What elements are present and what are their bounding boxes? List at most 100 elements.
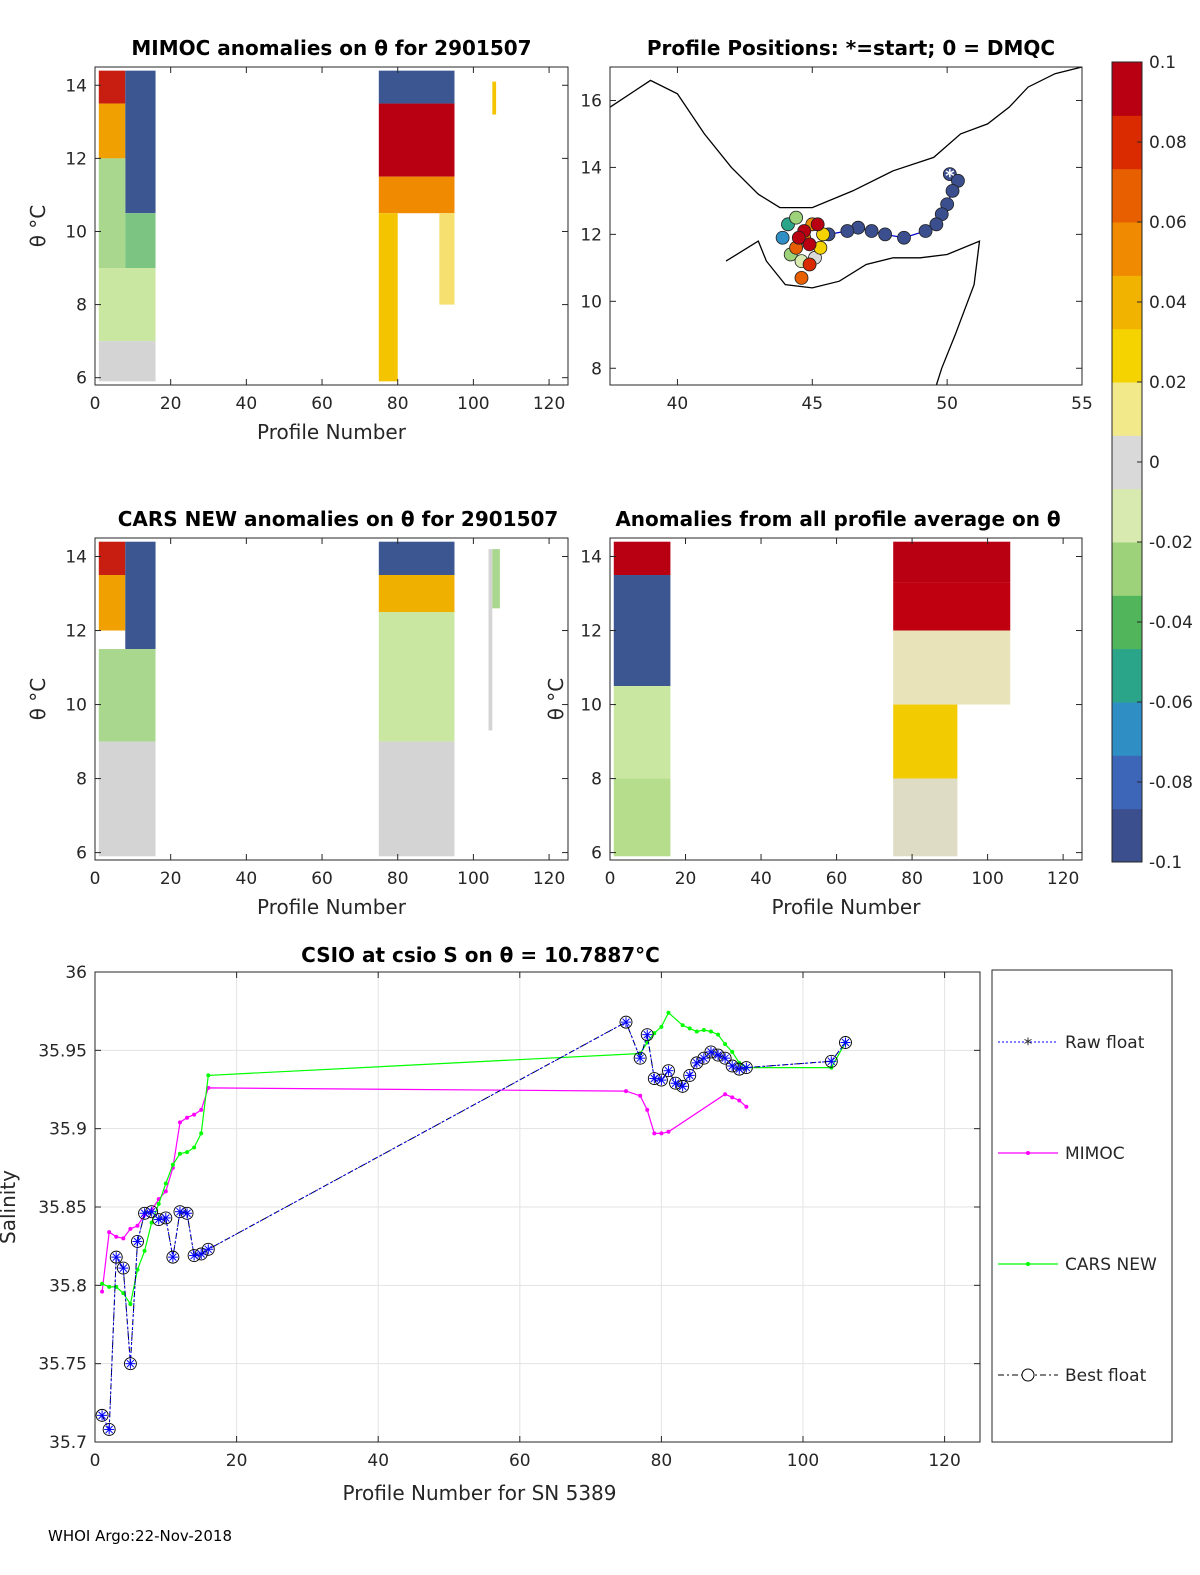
csio-point-best-float bbox=[824, 1054, 838, 1068]
positions-profile-marker bbox=[945, 183, 960, 198]
cars_anom-xtick-label: 20 bbox=[160, 869, 182, 889]
csio-point-best-float bbox=[690, 1056, 704, 1070]
mimoc_anom-ytick-label: 8 bbox=[76, 296, 87, 316]
avg_anom-cell bbox=[893, 704, 958, 779]
positions-start-marker: * bbox=[945, 166, 955, 187]
positions-xtick-label: 50 bbox=[936, 394, 958, 414]
colorbar-segment bbox=[1112, 382, 1142, 436]
avg_anom-frame bbox=[609, 537, 1083, 861]
cars_anom-title: CARS NEW anomalies on θ for 2901507 bbox=[118, 507, 559, 531]
csio-point-cars-new bbox=[163, 1181, 168, 1186]
cars_anom-xtick-label: 100 bbox=[457, 869, 489, 889]
csio-xlabel: Profile Number for SN 5389 bbox=[342, 1481, 616, 1505]
csio-point-mimoc bbox=[128, 1226, 133, 1231]
csio-point-raw-float bbox=[826, 1056, 837, 1067]
cars_anom-cell bbox=[98, 741, 156, 857]
csio-point-best-float bbox=[109, 1250, 123, 1264]
avg_anom-ytick-label: 8 bbox=[591, 770, 602, 790]
csio-point-raw-float bbox=[125, 1358, 136, 1369]
colorbar-tick-label: 0 bbox=[1149, 453, 1160, 473]
csio-point-raw-float bbox=[104, 1424, 115, 1435]
positions-profile-marker bbox=[789, 210, 804, 225]
csio-point-cars-new bbox=[694, 1029, 699, 1034]
csio-point-raw-float bbox=[621, 1017, 631, 1028]
csio-point-best-float bbox=[711, 1048, 725, 1062]
avg_anom-cell bbox=[613, 575, 671, 687]
avg_anom-xtick-label: 40 bbox=[750, 869, 772, 889]
positions-profile-marker bbox=[864, 224, 879, 238]
mimoc_anom-xtick-label: 0 bbox=[90, 394, 101, 414]
avg_anom-cell bbox=[613, 778, 671, 857]
csio-point-raw-float bbox=[153, 1214, 164, 1225]
csio-point-raw-float bbox=[111, 1252, 122, 1263]
csio-point-cars-new bbox=[680, 1023, 685, 1028]
csio-point-raw-float bbox=[196, 1249, 207, 1259]
csio-point-mimoc bbox=[666, 1129, 671, 1134]
csio-point-mimoc bbox=[645, 1107, 650, 1112]
mimoc_anom-cell bbox=[378, 103, 455, 177]
mimoc_anom-xtick-label: 100 bbox=[457, 394, 489, 414]
colorbar-tick-label: 0.04 bbox=[1149, 293, 1187, 313]
colorbar-segment bbox=[1112, 648, 1142, 703]
csio-point-raw-float bbox=[132, 1236, 143, 1247]
cars_anom-cell bbox=[378, 575, 455, 613]
avg_anom-xtick-label: 0 bbox=[605, 869, 616, 889]
avg_anom-title: Anomalies from all profile average on θ bbox=[615, 507, 1060, 531]
avg_anom-xtick-label: 20 bbox=[675, 869, 697, 889]
positions-profile-marker bbox=[791, 230, 806, 245]
mimoc_anom-ytick-label: 12 bbox=[65, 149, 87, 169]
csio-point-cars-new bbox=[206, 1073, 211, 1078]
csio_salinity-xtick-label: 120 bbox=[928, 1451, 960, 1471]
csio_salinity-ytick-label: 36 bbox=[65, 963, 87, 983]
csio_salinity-xtick-label: 60 bbox=[509, 1451, 531, 1471]
avg_anom-ylabel: θ °C bbox=[544, 678, 568, 721]
cars_anom-cell bbox=[488, 549, 493, 731]
cars_anom-xtick-label: 120 bbox=[533, 869, 565, 889]
colorbar-tick-label: -0.02 bbox=[1149, 533, 1193, 553]
mimoc_anom-cell bbox=[125, 70, 156, 214]
avg_anom-ytick-label: 12 bbox=[580, 622, 602, 642]
csio-point-cars-new bbox=[192, 1145, 197, 1150]
csio-point-best-float bbox=[201, 1242, 215, 1256]
csio-point-raw-float bbox=[698, 1053, 709, 1064]
csio-legend-marker: * bbox=[1024, 1035, 1033, 1055]
positions-coastline-north bbox=[609, 66, 1083, 209]
csio-point-cars-new bbox=[185, 1150, 190, 1155]
positions-profile-marker bbox=[840, 224, 855, 238]
mimoc_anom-xtick-label: 20 bbox=[160, 394, 182, 414]
csio-point-mimoc bbox=[114, 1234, 119, 1239]
csio-point-cars-new bbox=[135, 1267, 140, 1272]
positions-profile-marker bbox=[802, 237, 817, 252]
csio-point-best-float bbox=[704, 1045, 718, 1059]
csio-point-mimoc bbox=[199, 1107, 204, 1112]
colorbar-segment bbox=[1112, 808, 1142, 863]
cars_anom-ytick-label: 14 bbox=[65, 548, 87, 568]
avg_anom-ytick-label: 6 bbox=[591, 844, 602, 864]
avg_anom-xtick-label: 80 bbox=[901, 869, 923, 889]
avg_anom-xtick-label: 120 bbox=[1047, 869, 1079, 889]
csio-point-raw-float bbox=[684, 1070, 695, 1081]
csio-point-mimoc bbox=[185, 1115, 190, 1120]
csio-point-best-float bbox=[619, 1015, 633, 1029]
csio-legend-label: Raw float bbox=[1065, 1033, 1145, 1053]
csio_salinity-ytick-label: 35.95 bbox=[38, 1041, 87, 1061]
positions-profile-marker bbox=[775, 230, 790, 245]
avg_anom-ytick-label: 10 bbox=[580, 696, 602, 716]
colorbar-tick-label: 0.06 bbox=[1149, 213, 1187, 233]
avg_anom-cell bbox=[893, 582, 1011, 631]
positions-frame bbox=[609, 66, 1083, 386]
csio-series-line-raw-float bbox=[101, 1021, 846, 1432]
positions-profile-marker bbox=[878, 227, 893, 242]
csio-point-cars-new bbox=[177, 1151, 182, 1156]
cars_anom-xtick-label: 0 bbox=[90, 869, 101, 889]
csio-legend-marker bbox=[1021, 1368, 1035, 1382]
csio-point-raw-float bbox=[840, 1037, 851, 1048]
csio-point-cars-new bbox=[128, 1302, 133, 1307]
positions-profile-marker bbox=[794, 270, 809, 285]
positions-profile-marker bbox=[897, 230, 911, 245]
csio-point-cars-new bbox=[708, 1029, 713, 1034]
mimoc_anom-title: MIMOC anomalies on θ for 2901507 bbox=[131, 36, 531, 60]
csio_salinity-ytick-label: 35.7 bbox=[49, 1433, 87, 1453]
avg_anom-cell bbox=[613, 686, 671, 779]
csio-legend-marker bbox=[1026, 1151, 1030, 1155]
